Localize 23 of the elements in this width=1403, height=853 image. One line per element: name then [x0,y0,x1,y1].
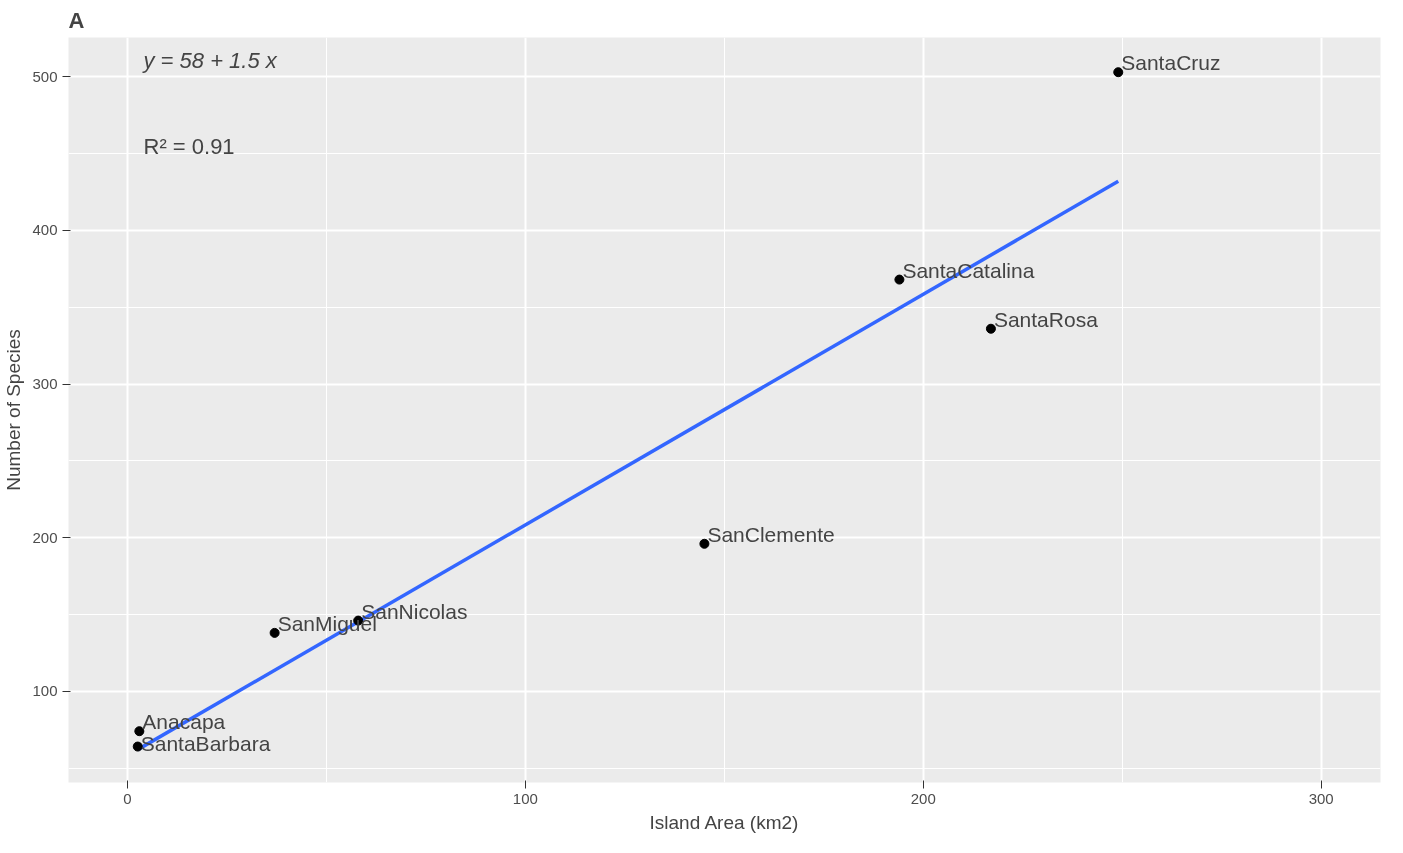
x-axis-title: Island Area (km2) [649,811,799,833]
x-tick-label: 100 [512,789,538,807]
point [699,538,710,549]
y-tick-label: 500 [32,67,58,85]
point [269,627,280,638]
point [1113,67,1124,78]
y-tick-label: 200 [32,528,58,546]
x-tick-label: 0 [123,789,132,807]
chart-title: A [68,7,85,33]
y-axis-title: Number of Species [3,329,25,491]
x-tick-label: 300 [1308,789,1334,807]
point [985,323,996,334]
annotation: SantaRosa [993,307,1099,331]
annotation: y = 58 + 1.5 x [141,47,278,73]
point [132,741,143,752]
y-tick-label: 300 [32,375,58,393]
annotation: SanClemente [707,522,835,546]
annotation: R² = 0.91 [143,133,235,159]
annotation: SantaCruz [1121,51,1221,75]
y-tick-label: 100 [32,682,58,700]
y-tick-label: 400 [32,221,58,239]
point [894,274,905,285]
x-tick-label: 200 [910,789,936,807]
